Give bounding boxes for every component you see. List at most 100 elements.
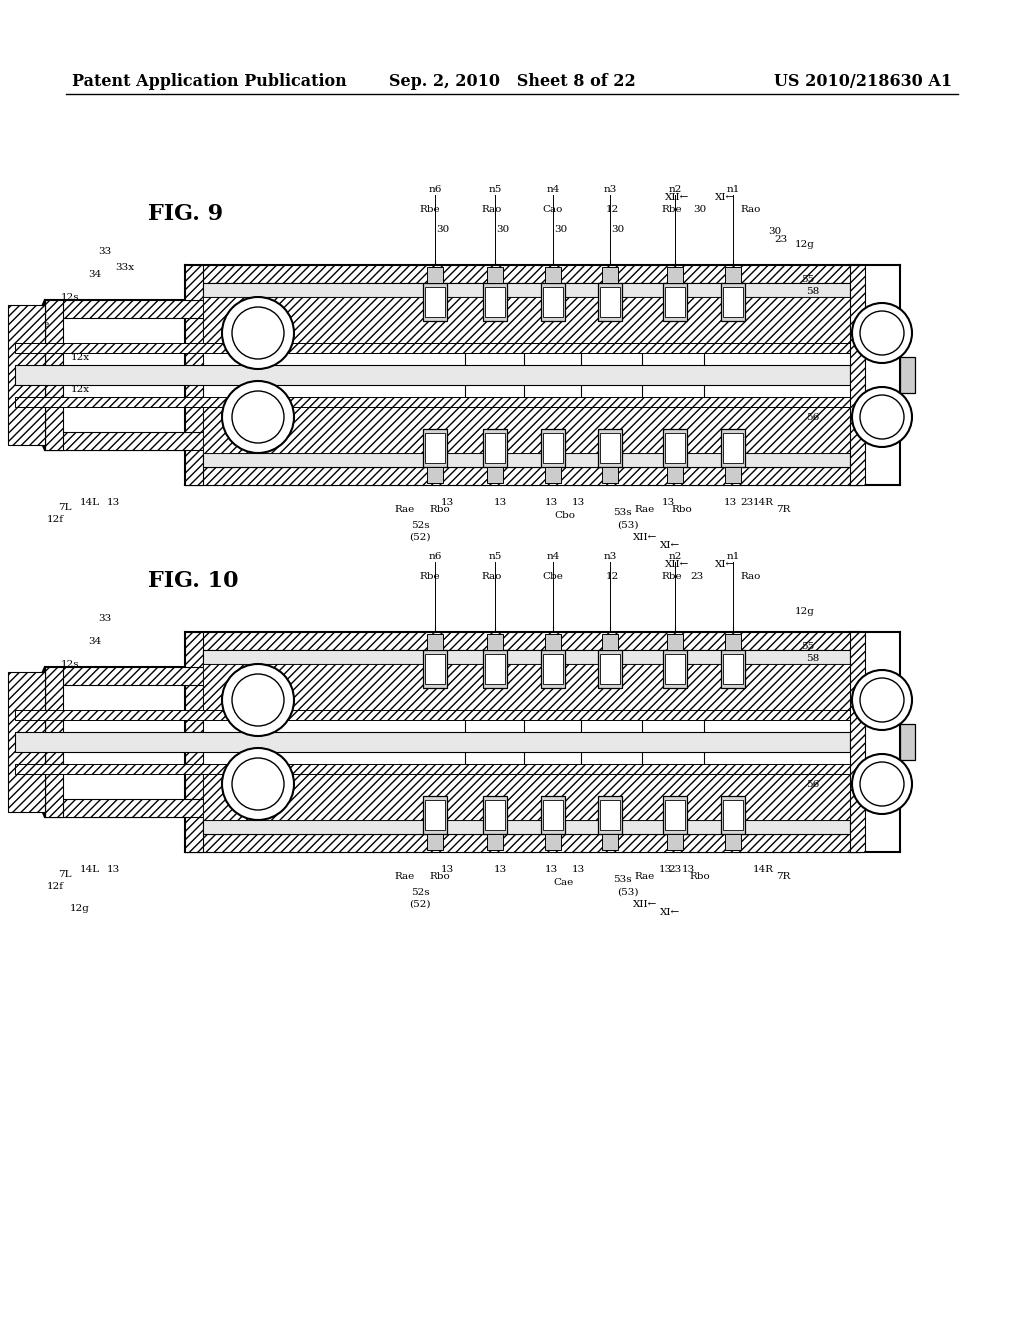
Circle shape bbox=[232, 391, 284, 444]
Bar bbox=[541, 796, 565, 834]
Text: 12s: 12s bbox=[60, 293, 79, 302]
Text: XI←: XI← bbox=[715, 193, 735, 202]
Bar bbox=[725, 834, 741, 850]
Text: Rbo: Rbo bbox=[430, 506, 451, 513]
Text: Rae: Rae bbox=[395, 506, 415, 513]
Text: n4: n4 bbox=[547, 552, 560, 561]
Text: Rao: Rao bbox=[482, 572, 502, 581]
Text: 7R: 7R bbox=[776, 506, 791, 513]
Text: 33: 33 bbox=[98, 247, 112, 256]
Bar bbox=[725, 267, 741, 282]
Bar bbox=[203, 774, 850, 820]
Bar bbox=[721, 796, 745, 834]
Text: Rbe: Rbe bbox=[420, 572, 440, 581]
Text: 58: 58 bbox=[806, 286, 819, 296]
Text: n6: n6 bbox=[428, 552, 441, 561]
Circle shape bbox=[852, 671, 912, 730]
Bar bbox=[850, 632, 865, 851]
Text: 55: 55 bbox=[802, 642, 815, 651]
Bar bbox=[598, 796, 622, 834]
Text: n5: n5 bbox=[488, 185, 502, 194]
Bar bbox=[598, 282, 622, 321]
Text: XII←: XII← bbox=[665, 560, 689, 569]
Bar bbox=[203, 649, 850, 664]
Bar bbox=[8, 672, 45, 812]
Text: 12e: 12e bbox=[31, 319, 50, 329]
Bar bbox=[543, 433, 563, 463]
Bar bbox=[203, 664, 850, 710]
Bar bbox=[203, 297, 850, 343]
Bar bbox=[667, 634, 683, 649]
Bar bbox=[15, 733, 850, 752]
Bar bbox=[423, 796, 447, 834]
Text: 12f: 12f bbox=[46, 882, 63, 891]
Text: n6: n6 bbox=[428, 185, 441, 194]
Text: 12: 12 bbox=[605, 205, 618, 214]
Bar bbox=[600, 800, 620, 830]
Bar bbox=[667, 834, 683, 850]
Bar bbox=[425, 653, 445, 684]
Bar bbox=[425, 286, 445, 317]
Bar bbox=[45, 432, 203, 450]
Text: (53): (53) bbox=[617, 888, 639, 898]
Text: n2: n2 bbox=[669, 552, 682, 561]
Bar bbox=[725, 467, 741, 483]
Text: XI←: XI← bbox=[659, 541, 680, 550]
Bar bbox=[15, 397, 850, 407]
Circle shape bbox=[852, 754, 912, 814]
Text: 14R: 14R bbox=[753, 865, 773, 874]
Text: Rbo: Rbo bbox=[689, 873, 711, 880]
Text: 13: 13 bbox=[106, 498, 120, 507]
Text: XII←: XII← bbox=[633, 900, 657, 909]
Bar bbox=[900, 356, 915, 393]
Text: n3: n3 bbox=[603, 185, 616, 194]
Bar bbox=[602, 267, 618, 282]
Text: Cae: Cae bbox=[553, 878, 573, 887]
Bar bbox=[427, 467, 443, 483]
Text: 53s: 53s bbox=[612, 508, 632, 517]
Text: 56: 56 bbox=[806, 413, 819, 422]
Bar bbox=[900, 723, 915, 760]
Bar bbox=[45, 799, 203, 817]
Text: 13: 13 bbox=[545, 498, 558, 507]
Bar bbox=[487, 834, 503, 850]
Text: 12g: 12g bbox=[795, 240, 815, 249]
Text: XII←: XII← bbox=[633, 533, 657, 543]
Text: 34: 34 bbox=[88, 638, 101, 645]
Bar bbox=[725, 634, 741, 649]
Text: 12g: 12g bbox=[70, 904, 90, 913]
Bar bbox=[483, 796, 507, 834]
Text: 34: 34 bbox=[88, 271, 101, 279]
Text: 55: 55 bbox=[802, 275, 815, 284]
Text: Patent Application Publication: Patent Application Publication bbox=[72, 74, 347, 91]
Text: Cbe: Cbe bbox=[543, 572, 563, 581]
Bar bbox=[185, 632, 203, 851]
Bar bbox=[663, 649, 687, 688]
Text: 33x: 33x bbox=[116, 263, 134, 272]
Text: 51: 51 bbox=[79, 367, 91, 376]
Bar bbox=[667, 467, 683, 483]
Bar bbox=[45, 667, 203, 685]
Bar bbox=[543, 653, 563, 684]
Text: Rao: Rao bbox=[740, 572, 761, 581]
Text: 13: 13 bbox=[494, 865, 507, 874]
Bar bbox=[485, 433, 505, 463]
Bar bbox=[427, 634, 443, 649]
Bar bbox=[541, 649, 565, 688]
Bar bbox=[203, 282, 850, 297]
Text: (52): (52) bbox=[410, 900, 431, 909]
Bar bbox=[543, 800, 563, 830]
Bar bbox=[663, 282, 687, 321]
Polygon shape bbox=[10, 300, 45, 450]
Text: 12x: 12x bbox=[71, 352, 89, 362]
Text: 13: 13 bbox=[662, 498, 675, 507]
Text: 30: 30 bbox=[436, 224, 450, 234]
Bar bbox=[723, 286, 743, 317]
Bar bbox=[15, 710, 850, 719]
Text: 13: 13 bbox=[723, 498, 736, 507]
Bar bbox=[15, 343, 850, 352]
Bar bbox=[600, 433, 620, 463]
Text: 52s: 52s bbox=[411, 521, 429, 531]
Text: 13: 13 bbox=[440, 498, 454, 507]
Bar bbox=[545, 834, 561, 850]
